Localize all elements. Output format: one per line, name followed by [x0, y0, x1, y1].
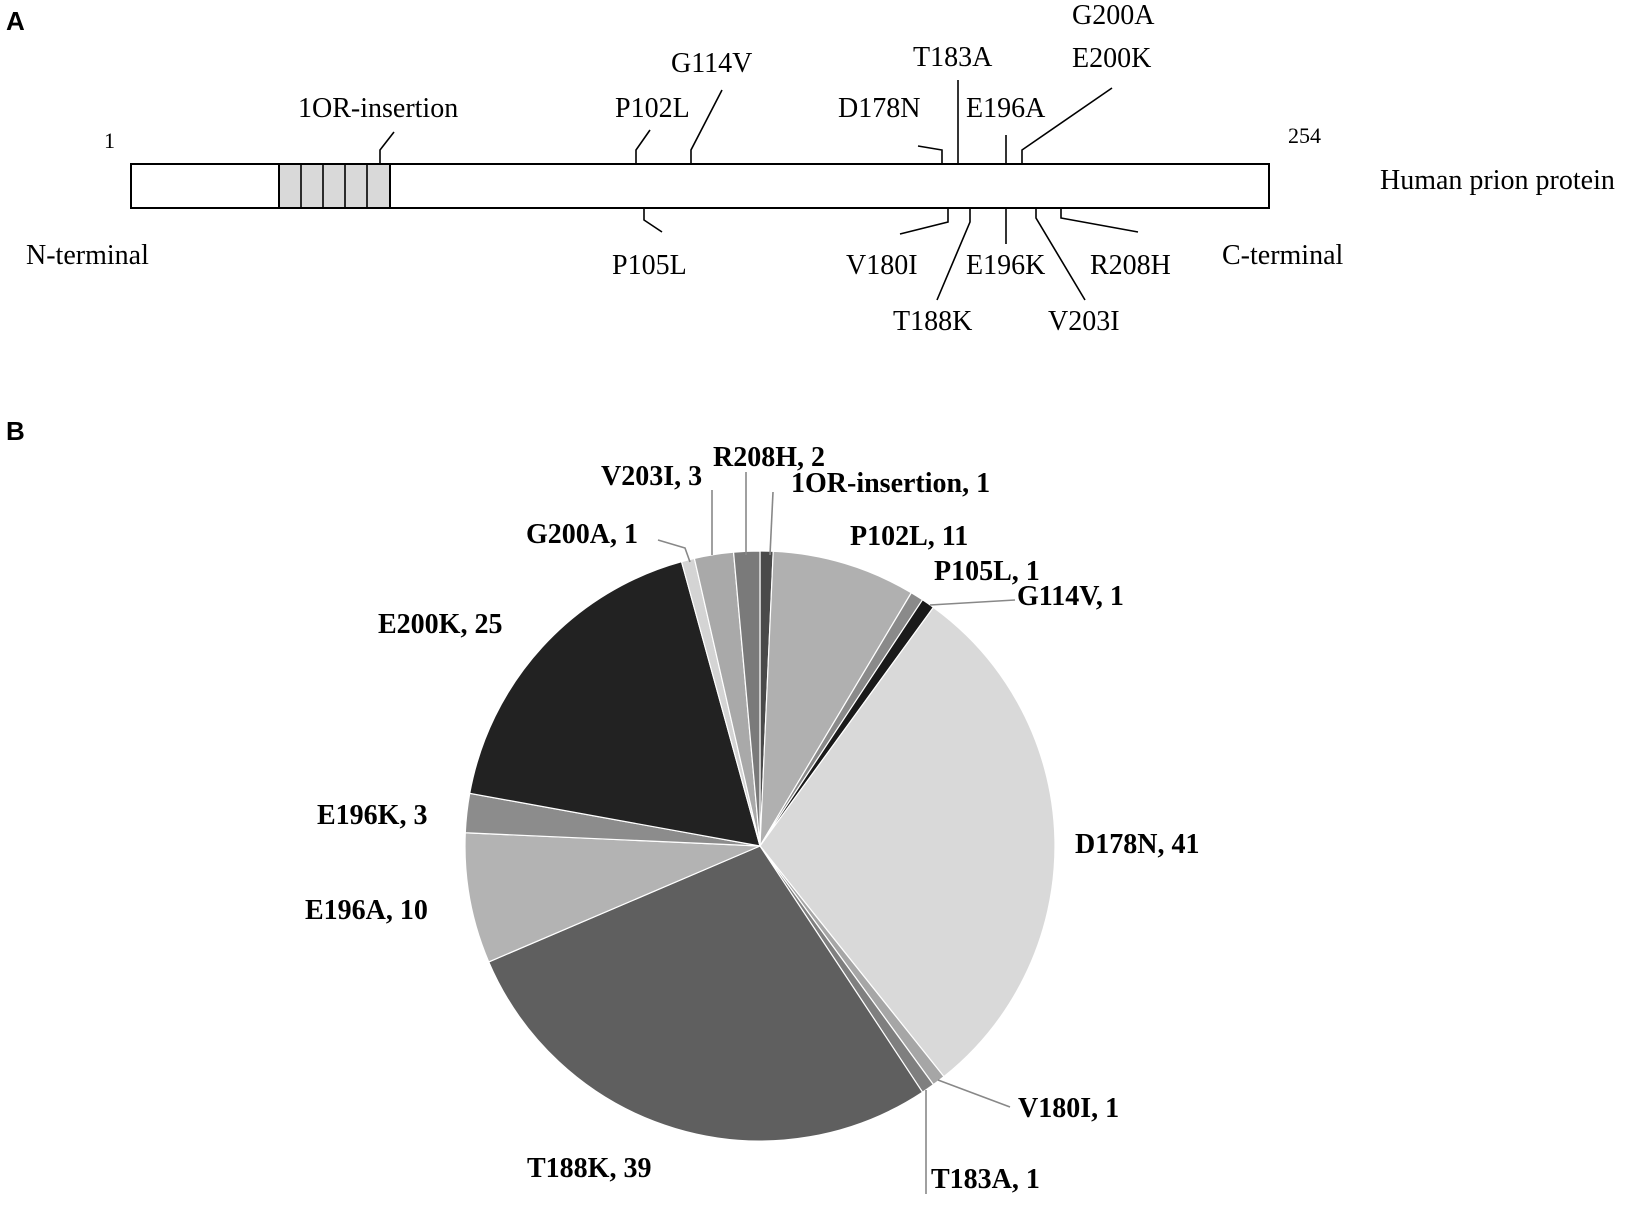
- mutation-label-d178n: D178N: [838, 93, 920, 124]
- mutation-label-p105l: P105L: [612, 250, 687, 281]
- leader-v203i: [1035, 208, 1086, 301]
- leader-d178n: [917, 145, 943, 164]
- pie-label-t183a: T183A, 1: [931, 1164, 1040, 1195]
- panel-a-label: A: [6, 6, 25, 36]
- pie-leader-g114v: [929, 599, 1016, 606]
- pie-label-v180i: V180I, 1: [1018, 1093, 1119, 1124]
- leader-t188k: [936, 208, 971, 301]
- pie-leader-1or-insertion: [769, 491, 774, 556]
- mutation-label-t183a: T183A: [913, 42, 993, 73]
- pie-label-v203i: V203I, 3: [601, 461, 702, 492]
- pie-label-r208h: R208H, 2: [713, 442, 825, 473]
- panel-a: A 1 254 Human prion protein N-terminal C…: [6, 0, 1615, 337]
- pie-slice-e196a: [464, 832, 761, 963]
- pie-slice-p102l: [759, 550, 913, 847]
- mutation-label-v203i: V203I: [1048, 306, 1120, 337]
- pie-label-t188k: T188K, 39: [527, 1153, 651, 1184]
- mutation-label-e200k: E200K: [1072, 43, 1151, 74]
- leader-r208h: [1060, 208, 1139, 233]
- pie-label-1or-insertion: 1OR-insertion, 1: [791, 468, 990, 499]
- mutation-label-r208h: R208H: [1090, 250, 1171, 281]
- mutation-label-1or-insertion: 1OR-insertion: [298, 93, 458, 124]
- pie-leader-g200a: [657, 539, 691, 563]
- pie-label-p102l: P102L, 11: [850, 521, 968, 552]
- end-position: 254: [1288, 123, 1321, 148]
- pie-label-p105l: P105L, 1: [934, 556, 1040, 587]
- pie-label-e196k: E196K, 3: [317, 800, 427, 831]
- leader-p102l: [635, 129, 651, 164]
- pie-slice-t188k: [487, 845, 924, 1142]
- leader-e200k: [1021, 87, 1113, 164]
- mutation-label-g114v: G114V: [671, 48, 752, 79]
- octarepeat-region: [278, 163, 391, 209]
- pie-slice-e200k: [469, 560, 761, 847]
- mutation-label-p102l: P102L: [615, 93, 690, 124]
- pie-leader-v180i: [937, 1079, 1011, 1108]
- c-terminal-label: C-terminal: [1222, 240, 1344, 271]
- protein-name: Human prion protein: [1380, 165, 1615, 196]
- panel-b-label: B: [6, 416, 25, 446]
- panel-b: B 1OR-insertion, 1 P102L, 11 P105L, 1G114V…: [6, 416, 1199, 1195]
- leader-v180i: [899, 208, 949, 235]
- pie-label-g114v: G114V, 1: [1017, 581, 1124, 612]
- mutation-label-e196a: E196A: [966, 93, 1046, 124]
- pie-label-e196a: E196A, 10: [305, 895, 428, 926]
- leader-g114v: [690, 89, 723, 164]
- pie-chart: [464, 550, 1056, 1142]
- mutation-label-v180i: V180I: [846, 250, 918, 281]
- leader-1or-insertion: [379, 131, 395, 164]
- pie-label-g200a: G200A, 1: [526, 519, 638, 550]
- mutation-label-t188k: T188K: [893, 306, 972, 337]
- pie-label-d178n: D178N, 41: [1075, 829, 1199, 860]
- start-position: 1: [104, 128, 115, 153]
- pie-label-e200k: E200K, 25: [378, 609, 502, 640]
- pie-labels: 1OR-insertion, 1 P102L, 11 P105L, 1G114V, …: [305, 442, 1199, 1195]
- pie-slice-d178n: [759, 606, 1056, 1078]
- n-terminal-label: N-terminal: [26, 240, 149, 271]
- leader-p105l: [643, 208, 663, 233]
- mutation-label-g200a: G200A: [1072, 0, 1155, 31]
- mutation-label-e196k: E196K: [966, 250, 1045, 281]
